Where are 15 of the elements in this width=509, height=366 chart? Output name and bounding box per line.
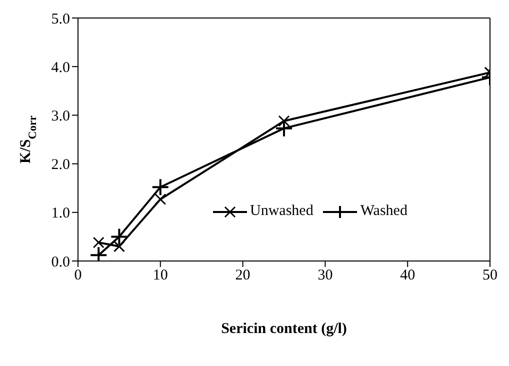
- x-axis-title: Sericin content (g/l): [221, 321, 347, 337]
- x-tick-label: 50: [482, 268, 498, 284]
- x-tick-label: 0: [74, 268, 82, 284]
- x-tick-label: 20: [235, 268, 250, 284]
- y-tick-label: 5.0: [51, 11, 70, 28]
- y-tick-label: 2.0: [51, 157, 70, 174]
- y-tick-label: 3.0: [51, 108, 70, 125]
- x-tick-label: 30: [318, 268, 333, 284]
- x-tick-label: 10: [152, 268, 168, 284]
- legend-label: Unwashed: [250, 203, 314, 220]
- y-tick-label: 0.0: [51, 254, 70, 270]
- legend-label: Washed: [360, 203, 408, 220]
- x-tick-label: 40: [400, 268, 416, 284]
- y-tick-label: 1.0: [51, 206, 70, 222]
- y-tick-label: 4.0: [51, 60, 70, 76]
